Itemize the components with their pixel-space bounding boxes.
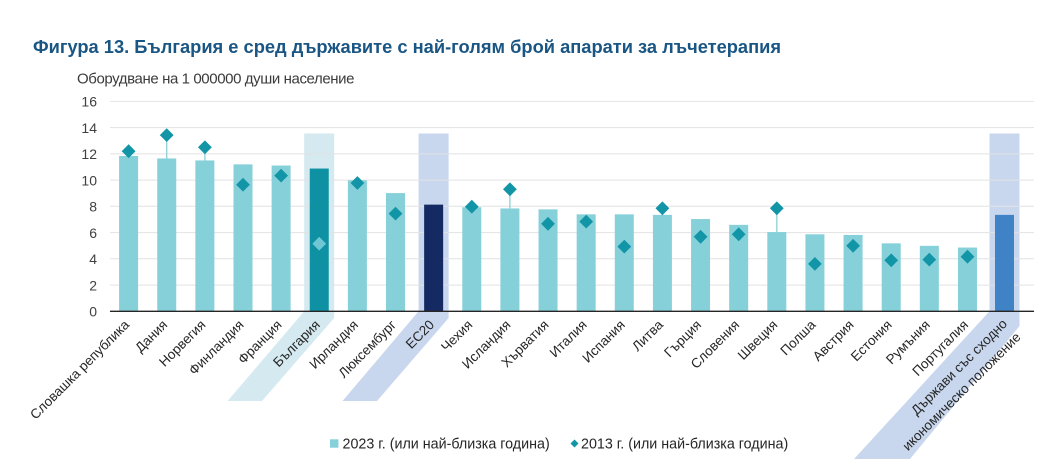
svg-text:4: 4 (89, 251, 97, 267)
svg-text:2023 г. (или най-близка година: 2023 г. (или най-близка година) (343, 437, 550, 453)
svg-text:6: 6 (89, 225, 97, 241)
svg-text:2013 г. (или най-близка година: 2013 г. (или най-близка година) (581, 437, 788, 453)
svg-text:16: 16 (81, 94, 97, 110)
svg-text:Фигура 13. България е сред дър: Фигура 13. България е сред държавите с н… (33, 36, 781, 57)
svg-text:Оборудване на 1 000000 души на: Оборудване на 1 000000 души население (77, 71, 354, 88)
svg-text:2: 2 (89, 277, 97, 293)
svg-text:0: 0 (89, 304, 97, 320)
svg-text:14: 14 (81, 120, 97, 136)
svg-text:8: 8 (89, 199, 97, 215)
svg-text:10: 10 (81, 172, 97, 188)
svg-text:12: 12 (81, 146, 97, 162)
